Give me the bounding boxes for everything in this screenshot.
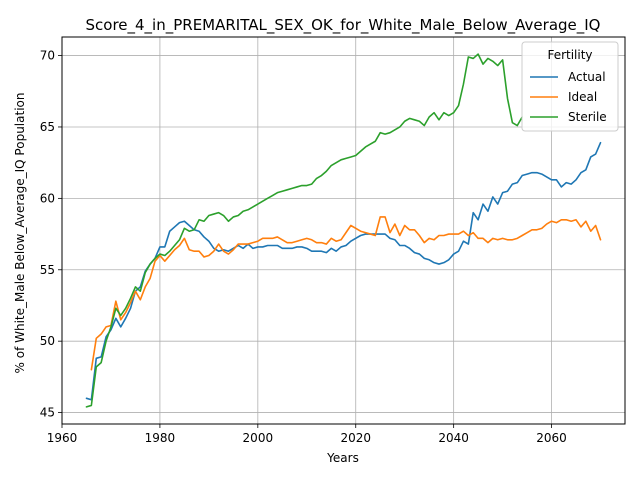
series-lines xyxy=(85,53,602,408)
axis-ticks: 1960 1980 2000 2020 2040 2060 45 50 55 60 65 70 xyxy=(40,49,567,445)
y-tick-label: 50 xyxy=(40,334,55,348)
legend-entries: Actual Ideal Sterile xyxy=(530,70,607,124)
plot-frame xyxy=(61,36,626,425)
legend-label-sterile: Sterile xyxy=(568,110,607,124)
legend-box xyxy=(521,41,619,132)
y-axis-label: % of White_Male Below_Average_IQ Populat… xyxy=(13,93,27,374)
x-axis-label: Years xyxy=(326,451,359,465)
legend-label-ideal: Ideal xyxy=(568,90,597,104)
chart-title: Score_4_in_PREMARITAL_SEX_OK_for_White_M… xyxy=(86,16,601,35)
y-tick-label: 65 xyxy=(40,120,55,134)
legend: Fertility Actual Ideal Sterile xyxy=(521,41,619,132)
x-tick-label: 2060 xyxy=(536,431,567,445)
legend-label-actual: Actual xyxy=(568,70,606,84)
x-tick-label: 1960 xyxy=(47,431,78,445)
x-tick-label: 2020 xyxy=(340,431,371,445)
legend-title: Fertility xyxy=(547,48,592,62)
x-tick-label: 2000 xyxy=(243,431,274,445)
series-line-ideal xyxy=(90,216,602,371)
x-tick-label: 1980 xyxy=(145,431,176,445)
y-tick-label: 45 xyxy=(40,406,55,420)
y-tick-label: 70 xyxy=(40,49,55,63)
series-line-sterile xyxy=(85,53,523,408)
series-line-actual xyxy=(85,141,602,401)
y-tick-label: 60 xyxy=(40,191,55,205)
x-tick-label: 2040 xyxy=(438,431,469,445)
y-tick-label: 55 xyxy=(40,263,55,277)
